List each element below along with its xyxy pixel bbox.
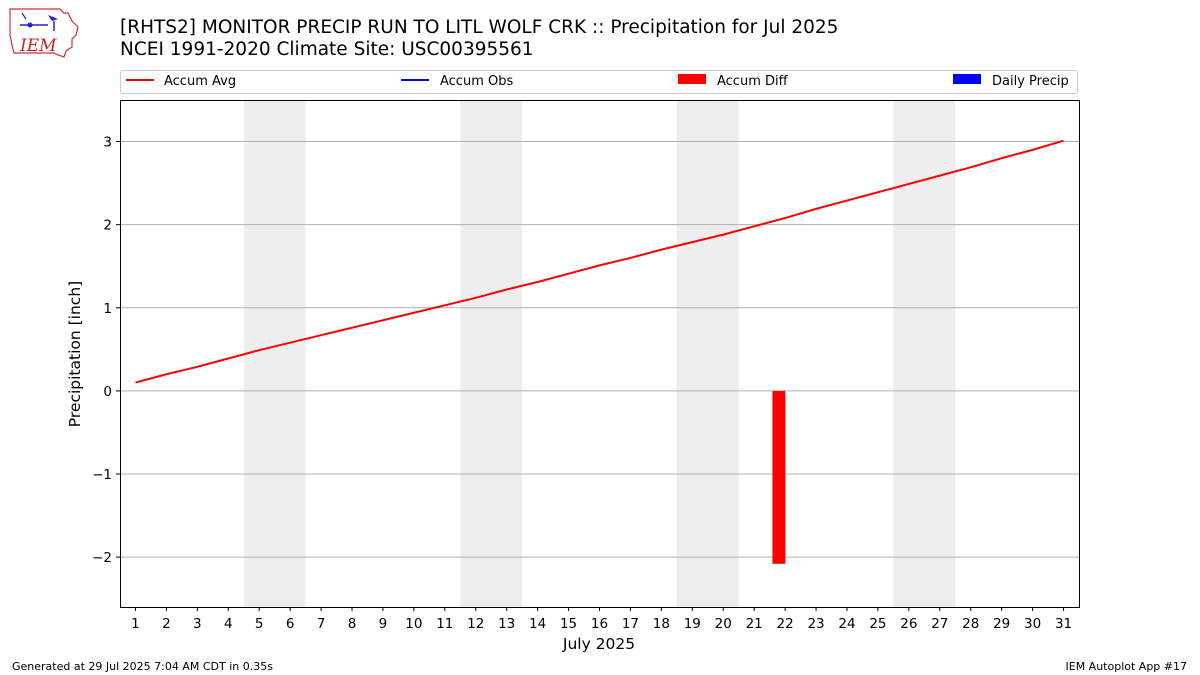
x-tick-label-25: 26 [900, 616, 917, 632]
legend-label-accum-obs: Accum Obs [440, 74, 514, 89]
y-tick-label-2: 0 [103, 384, 112, 400]
y-tick-label-1: −1 [92, 467, 112, 483]
x-tick-label-7: 8 [348, 616, 357, 632]
legend-label-accum-avg: Accum Avg [164, 74, 237, 89]
x-tick-label-24: 25 [869, 616, 886, 632]
x-tick-label-18: 19 [684, 616, 701, 632]
weekend-band-2 [676, 100, 739, 607]
x-tick-label-26: 27 [931, 616, 948, 632]
legend-label-accum-diff: Accum Diff [717, 74, 788, 89]
x-tick-label-5: 6 [286, 616, 295, 632]
x-axis-label: July 2025 [562, 635, 635, 653]
x-tick-label-9: 10 [405, 616, 422, 632]
title-line-1: [RHTS2] MONITOR PRECIP RUN TO LITL WOLF … [120, 17, 839, 38]
title-line-2: NCEI 1991-2020 Climate Site: USC00395561 [120, 39, 534, 60]
x-tick-label-22: 23 [807, 616, 824, 632]
legend-swatch-accum-avg [126, 79, 154, 81]
footer-app: IEM Autoplot App #17 [1065, 660, 1188, 673]
x-tick-label-17: 18 [653, 616, 670, 632]
footer-generated: Generated at 29 Jul 2025 7:04 AM CDT in … [12, 660, 273, 673]
x-tick-label-21: 22 [777, 616, 794, 632]
x-tick-label-28: 29 [993, 616, 1010, 632]
x-tick-label-11: 12 [467, 616, 484, 632]
x-tick-label-29: 30 [1024, 616, 1041, 632]
chart-title: [RHTS2] MONITOR PRECIP RUN TO LITL WOLF … [120, 17, 838, 61]
y-tick-label-4: 2 [103, 218, 112, 234]
x-tick-label-2: 3 [193, 616, 202, 632]
x-tick-label-6: 7 [317, 616, 326, 632]
accum-avg-line [135, 139, 1064, 384]
legend: Accum Avg Accum Obs Accum Diff Daily Pre… [120, 70, 1078, 94]
legend-swatch-daily-precip [953, 74, 981, 84]
iem-logo: IEM [9, 8, 79, 58]
x-tick-label-3: 4 [224, 616, 233, 632]
y-tick-label-5: 3 [103, 135, 112, 151]
x-tick-label-15: 16 [591, 616, 608, 632]
weekend-band-3 [893, 100, 956, 607]
x-tick-label-8: 9 [379, 616, 388, 632]
legend-swatch-accum-obs [401, 79, 429, 81]
x-tick-label-14: 15 [560, 616, 577, 632]
x-tick-label-12: 13 [498, 616, 515, 632]
x-tick-label-27: 28 [962, 616, 979, 632]
x-tick-label-1: 2 [162, 616, 171, 632]
x-tick-label-16: 17 [622, 616, 639, 632]
weekend-band-0 [243, 100, 306, 607]
x-tick-label-4: 5 [255, 616, 264, 632]
x-tick-label-30: 31 [1055, 616, 1072, 632]
x-tick-label-0: 1 [131, 616, 140, 632]
y-axis-label: Precipitation [inch] [66, 281, 84, 427]
x-tick-label-19: 20 [715, 616, 732, 632]
y-tick-label-0: −2 [92, 550, 112, 566]
logo-text: IEM [19, 36, 57, 56]
x-tick-label-20: 21 [746, 616, 763, 632]
accum-diff-bar-0 [772, 390, 786, 564]
legend-label-daily-precip: Daily Precip [992, 74, 1069, 89]
legend-swatch-accum-diff [678, 74, 706, 84]
x-tick-label-10: 11 [436, 616, 453, 632]
x-tick-label-23: 24 [838, 616, 855, 632]
y-tick-label-3: 1 [103, 301, 112, 317]
weekend-band-1 [460, 100, 523, 607]
x-tick-label-13: 14 [529, 616, 546, 632]
